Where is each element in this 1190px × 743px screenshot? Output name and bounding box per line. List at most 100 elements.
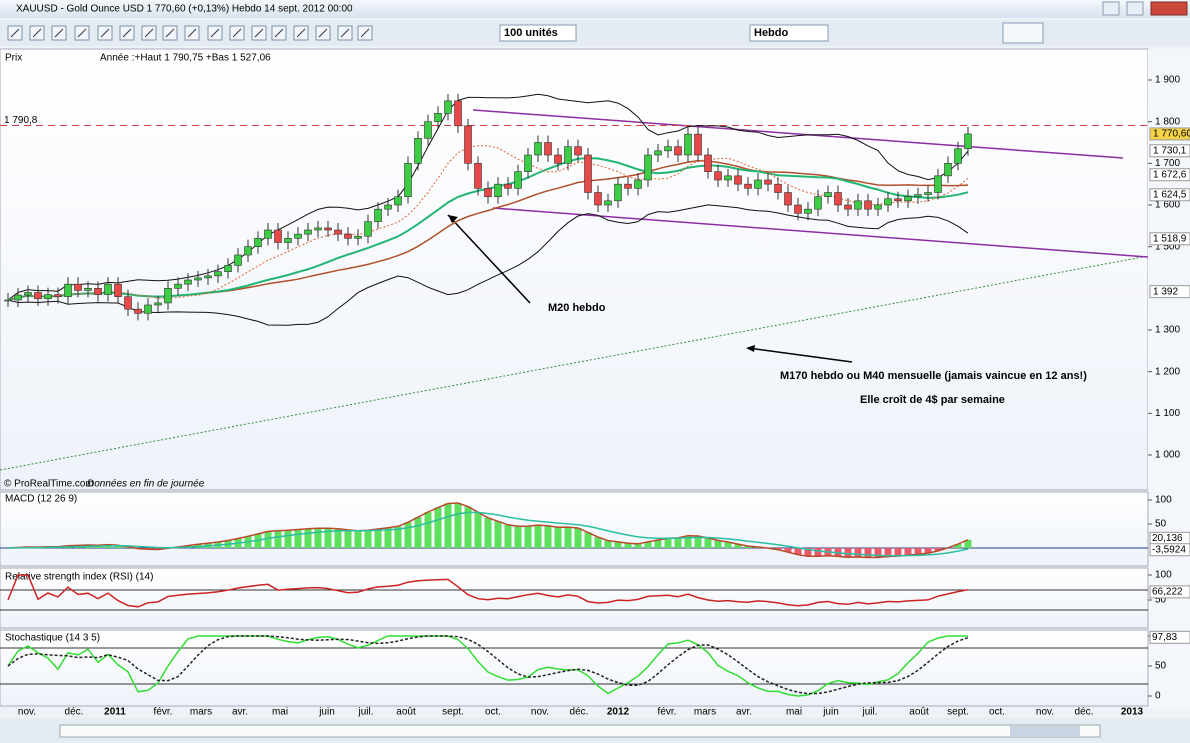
macd-bar [634, 543, 642, 548]
chart-style-button[interactable] [1002, 22, 1044, 44]
candle [4, 299, 12, 302]
candle [524, 154, 532, 172]
candle [214, 271, 222, 277]
maximize-button[interactable] [1126, 1, 1144, 16]
candle [24, 292, 32, 296]
channel-bottom [492, 207, 1149, 258]
candle [734, 175, 742, 185]
x-tick-label: mars [190, 707, 212, 718]
candle [424, 121, 432, 139]
price-tag [1149, 232, 1190, 246]
x-tick-label: févr. [658, 707, 677, 718]
units-dropdown[interactable] [499, 24, 577, 42]
title-bar [0, 0, 1190, 18]
candle [604, 200, 612, 206]
y-tick-label: 1 600 [1155, 200, 1180, 211]
candle [784, 192, 792, 206]
channel-top [472, 109, 1124, 159]
minimize-button[interactable] [1102, 1, 1120, 16]
value-tag-label: 66,222 [1152, 587, 1183, 598]
tool-glyph [10, 28, 20, 38]
candle [274, 229, 282, 243]
candle [504, 183, 512, 189]
macd-bar [584, 532, 592, 548]
candle [794, 204, 802, 214]
x-tick-label: juil. [861, 707, 877, 718]
value-tag-label: 97,83 [1152, 632, 1177, 643]
macd-bar [574, 527, 582, 548]
macd-bar [804, 548, 812, 557]
candle [804, 208, 812, 214]
macd-bar [644, 541, 652, 548]
macd-bar [594, 537, 602, 548]
credit: © ProRealTime.com [4, 479, 94, 490]
x-tick-label: juil. [357, 707, 373, 718]
macd-bar [344, 529, 352, 548]
candle [14, 294, 22, 301]
candle [904, 196, 912, 202]
candle [294, 233, 302, 239]
price-tag-label: 1 730,1 [1153, 145, 1187, 156]
candle [814, 196, 822, 210]
y-tick-label: 1 000 [1155, 450, 1180, 461]
units-value: 100 unités [504, 27, 558, 39]
y-tick-label: 0 [1155, 691, 1161, 702]
x-tick-label: déc. [1075, 707, 1094, 718]
candle [874, 204, 882, 210]
scrollbar[interactable] [59, 724, 1101, 738]
macd-panel [0, 491, 1149, 567]
macd-bar [684, 535, 692, 548]
price-tag [1149, 127, 1190, 141]
candle [414, 138, 422, 164]
stoch-label: Stochastique (14 3 5) [5, 633, 100, 644]
candle [64, 283, 72, 297]
macd-bar [884, 548, 892, 557]
x-tick-label: nov. [18, 707, 36, 718]
macd-bar [314, 528, 322, 548]
macd-bar [374, 528, 382, 548]
candle [764, 179, 772, 185]
candle [134, 308, 142, 314]
value-tag [1149, 543, 1190, 557]
price-tag-label: 1 392 [1153, 286, 1178, 297]
tool-glyph [274, 28, 284, 38]
close-button[interactable] [1150, 1, 1188, 16]
macd-bar [464, 506, 472, 548]
tool-glyph [32, 28, 42, 38]
candle [44, 294, 52, 300]
price-tag [1149, 285, 1190, 299]
macd-bar [294, 529, 302, 548]
candle [494, 183, 502, 197]
x-tick-label: nov. [531, 707, 549, 718]
macd-bar [304, 528, 312, 548]
macd-bar [734, 544, 742, 548]
candle [374, 208, 382, 222]
macd-bar [774, 548, 782, 550]
period-dropdown[interactable] [749, 24, 829, 42]
candle [854, 200, 862, 210]
price-label: Prix [5, 53, 22, 64]
candle [54, 294, 62, 297]
price-info: Année :+Haut 1 790,75 +Bas 1 527,06 [100, 53, 271, 64]
macd-bar [504, 524, 512, 548]
candle [244, 246, 252, 256]
candle [34, 292, 42, 300]
candle [224, 265, 232, 272]
candle [554, 154, 562, 164]
x-tick-label: sept. [947, 707, 969, 718]
candle [324, 227, 332, 231]
macd-bar [624, 543, 632, 548]
macd-bar [694, 536, 702, 548]
scroll-thumb[interactable] [1010, 726, 1080, 736]
macd-bar [894, 548, 902, 557]
period-value: Hebdo [754, 27, 789, 39]
candle [844, 204, 852, 210]
arrow-head [746, 345, 755, 352]
value-tag-label: -3,5924 [1152, 544, 1186, 555]
x-tick-label: mai [272, 707, 288, 718]
macd-bar [814, 548, 822, 557]
macd-bar [614, 541, 622, 548]
candle [304, 229, 312, 235]
candle [704, 154, 712, 172]
annotation: M20 hebdo [548, 302, 606, 314]
